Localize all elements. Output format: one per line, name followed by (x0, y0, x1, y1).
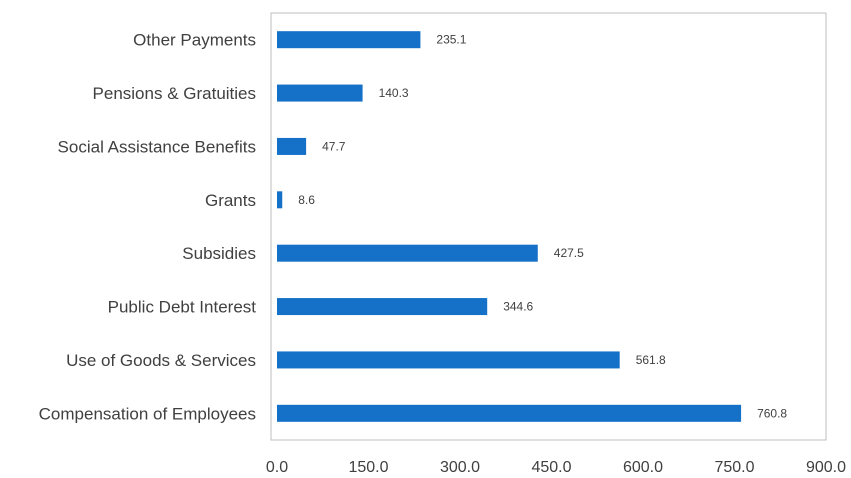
bar-6 (277, 351, 620, 369)
data-label-7: 760.8 (757, 406, 787, 420)
bar-1 (277, 84, 363, 102)
category-label-5: Public Debt Interest (108, 298, 257, 317)
x-tick-label-0: 0.0 (266, 459, 288, 476)
plot-area-frame (270, 12, 827, 441)
category-label-2: Social Assistance Benefits (58, 137, 256, 156)
category-label-4: Subsidies (182, 244, 256, 263)
data-label-6: 561.8 (636, 353, 666, 367)
bar-7 (277, 404, 742, 422)
x-tick-label-1: 150.0 (348, 459, 388, 476)
category-labels-group: Other Payments Pensions & Gratuities Socia… (39, 31, 257, 424)
bar-0 (277, 31, 421, 49)
data-label-1: 140.3 (379, 86, 409, 100)
x-tick-label-2: 300.0 (440, 459, 480, 476)
x-tick-label-3: 450.0 (531, 459, 571, 476)
data-label-4: 427.5 (554, 246, 584, 260)
bar-2 (277, 137, 307, 155)
category-label-7: Compensation of Employees (39, 404, 256, 423)
x-tick-label-4: 600.0 (623, 459, 663, 476)
category-label-0: Other Payments (133, 31, 256, 50)
bars-group (277, 31, 742, 422)
data-label-5: 344.6 (503, 300, 533, 314)
category-label-1: Pensions & Gratuities (93, 84, 256, 103)
bar-3 (277, 191, 283, 209)
category-label-6: Use of Goods & Services (66, 351, 256, 370)
x-tick-labels-group: 0.0 150.0 300.0 450.0 600.0 750.0 900.0 (266, 459, 846, 476)
x-tick-label-5: 750.0 (714, 459, 754, 476)
bar-5 (277, 298, 488, 316)
category-label-3: Grants (205, 191, 256, 210)
data-label-0: 235.1 (436, 33, 466, 47)
x-tick-label-6: 900.0 (806, 459, 846, 476)
data-label-3: 8.6 (298, 193, 315, 207)
data-labels-group: 235.1 140.3 47.7 8.6 427.5 344.6 561.8 760.8 (298, 33, 787, 421)
bar-4 (277, 244, 538, 262)
data-label-2: 47.7 (322, 139, 346, 153)
